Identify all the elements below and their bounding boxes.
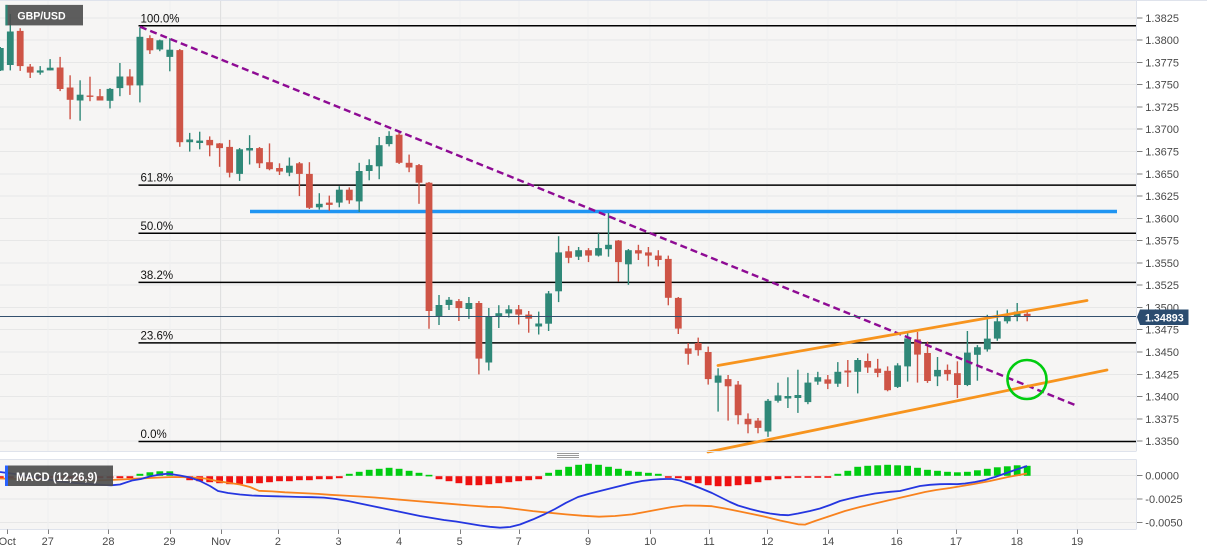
svg-text:1.3425: 1.3425 (1145, 369, 1179, 381)
svg-text:61.8%: 61.8% (141, 173, 174, 185)
svg-text:-0.0025: -0.0025 (1145, 494, 1182, 506)
svg-text:16: 16 (891, 536, 903, 548)
svg-text:Nov: Nov (211, 536, 231, 548)
svg-text:1.3700: 1.3700 (1145, 124, 1179, 136)
svg-text:23.6%: 23.6% (141, 330, 174, 342)
svg-text:1.3675: 1.3675 (1145, 147, 1179, 159)
svg-text:5: 5 (457, 536, 463, 548)
svg-text:1.3525: 1.3525 (1145, 280, 1179, 292)
svg-text:1.3725: 1.3725 (1145, 102, 1179, 114)
svg-text:29: 29 (163, 536, 175, 548)
svg-text:38.2%: 38.2% (141, 270, 174, 282)
svg-text:1.3800: 1.3800 (1145, 35, 1179, 47)
svg-text:1.3575: 1.3575 (1145, 236, 1179, 248)
svg-text:1.3400: 1.3400 (1145, 392, 1179, 404)
svg-text:MACD (12,26,9): MACD (12,26,9) (16, 470, 98, 484)
svg-text:1.3550: 1.3550 (1145, 258, 1179, 270)
svg-text:4: 4 (396, 536, 402, 548)
svg-text:50.0%: 50.0% (141, 221, 174, 233)
svg-text:100.0%: 100.0% (141, 13, 180, 25)
svg-text:1.3825: 1.3825 (1145, 13, 1179, 25)
svg-text:1.3350: 1.3350 (1145, 436, 1179, 448)
svg-text:10: 10 (644, 536, 656, 548)
svg-text:3: 3 (335, 536, 341, 548)
svg-text:1.3600: 1.3600 (1145, 213, 1179, 225)
svg-text:1.3750: 1.3750 (1145, 80, 1179, 92)
svg-text:9: 9 (585, 536, 591, 548)
svg-text:19: 19 (1071, 536, 1083, 548)
svg-text:14: 14 (822, 536, 834, 548)
svg-text:17: 17 (950, 536, 962, 548)
svg-text:1.3475: 1.3475 (1145, 325, 1179, 337)
svg-text:12: 12 (761, 536, 773, 548)
svg-text:11: 11 (703, 536, 714, 548)
svg-text:0.0%: 0.0% (141, 429, 167, 441)
svg-text:1.3625: 1.3625 (1145, 191, 1179, 203)
svg-text:1.34893: 1.34893 (1145, 312, 1184, 324)
svg-text:7: 7 (516, 536, 522, 548)
svg-text:18: 18 (1011, 536, 1023, 548)
svg-text:Oct: Oct (0, 536, 16, 548)
svg-text:GBP/USD: GBP/USD (17, 11, 65, 23)
svg-text:-0.0050: -0.0050 (1145, 518, 1182, 530)
svg-text:27: 27 (42, 536, 54, 548)
svg-text:1.3775: 1.3775 (1145, 57, 1179, 69)
svg-text:1.3650: 1.3650 (1145, 169, 1179, 181)
svg-text:1.3450: 1.3450 (1145, 347, 1179, 359)
svg-text:1.3375: 1.3375 (1145, 414, 1179, 426)
svg-text:28: 28 (102, 536, 114, 548)
svg-text:2: 2 (275, 536, 281, 548)
svg-text:0.0000: 0.0000 (1145, 471, 1179, 483)
